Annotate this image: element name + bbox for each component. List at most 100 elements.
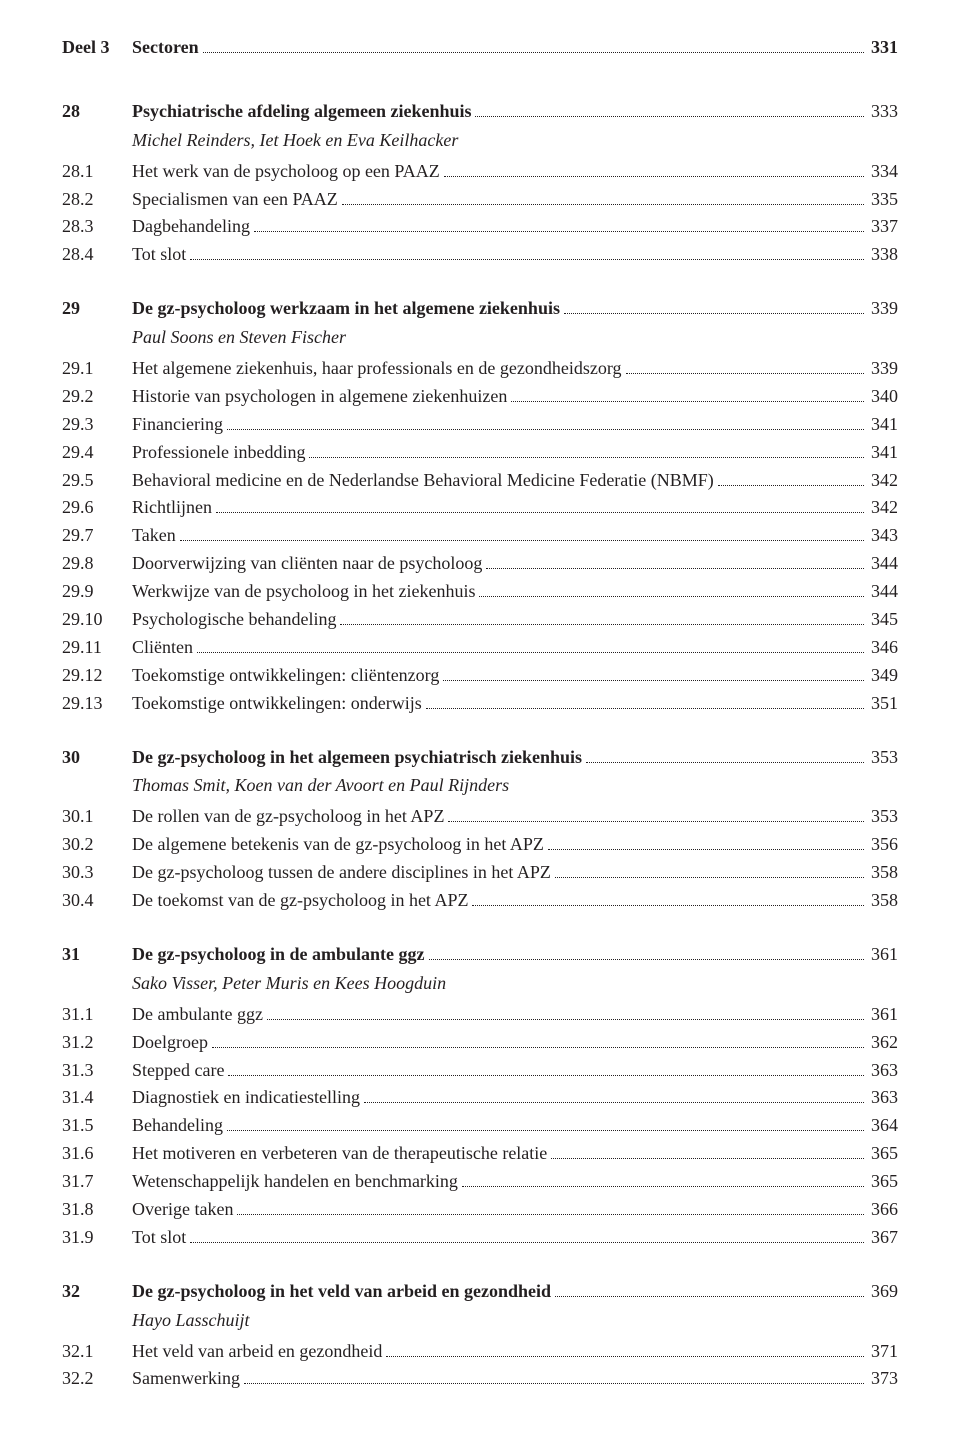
section-title: Diagnostiek en indicatiestelling [132,1084,360,1112]
section-row: 32.2Samenwerking373 [62,1365,898,1393]
section-number: 28.2 [62,186,132,214]
section-page: 343 [868,522,898,550]
chapter-page: 333 [868,98,898,126]
section-page: 373 [868,1365,898,1393]
section-title: Overige taken [132,1196,233,1224]
section-number: 29.13 [62,690,132,718]
section-page: 345 [868,606,898,634]
section-page: 351 [868,690,898,718]
section-number: 32.1 [62,1338,132,1366]
dot-leader [267,1004,864,1019]
dot-leader [426,693,864,708]
section-number: 29.4 [62,439,132,467]
section-number: 30.1 [62,803,132,831]
chapter-number: 31 [62,941,132,969]
dot-leader [429,945,865,960]
section-title: Stepped care [132,1057,224,1085]
section-row: 31.6Het motiveren en verbeteren van de t… [62,1140,898,1168]
section-row: 30.4De toekomst van de gz-psycholoog in … [62,887,898,915]
section-row: 29.4Professionele inbedding341 [62,439,898,467]
dot-leader [386,1341,864,1356]
chapter-number: 29 [62,295,132,323]
section-page: 358 [868,887,898,915]
section-number: 29.12 [62,662,132,690]
dot-leader [718,470,864,485]
section-title: Toekomstige ontwikkelingen: onderwijs [132,690,422,718]
section-page: 364 [868,1112,898,1140]
section-row: 30.1De rollen van de gz-psycholoog in he… [62,803,898,831]
section-page: 344 [868,578,898,606]
section-page: 342 [868,467,898,495]
section-number: 31.2 [62,1029,132,1057]
chapter-page: 361 [868,941,898,969]
part-heading-row: Deel 3Sectoren331 [62,34,898,62]
section-title: Historie van psychologen in algemene zie… [132,383,507,411]
section-page: 356 [868,831,898,859]
section-number: 30.4 [62,887,132,915]
section-page: 349 [868,662,898,690]
section-page: 337 [868,213,898,241]
section-title: Financiering [132,411,223,439]
section-number: 29.3 [62,411,132,439]
section-number: 31.4 [62,1084,132,1112]
section-title: Tot slot [132,241,186,269]
section-title: Behavioral medicine en de Nederlandse Be… [132,467,714,495]
section-row: 31.4Diagnostiek en indicatiestelling363 [62,1084,898,1112]
section-title: Wetenschappelijk handelen en benchmarkin… [132,1168,458,1196]
section-number: 31.5 [62,1112,132,1140]
section-row: 29.12Toekomstige ontwikkelingen: cliënte… [62,662,898,690]
section-title: Toekomstige ontwikkelingen: cliëntenzorg [132,662,439,690]
section-page: 341 [868,411,898,439]
section-row: 31.7Wetenschappelijk handelen en benchma… [62,1168,898,1196]
section-title: Dagbehandeling [132,213,250,241]
dot-leader [548,835,864,850]
dot-leader [309,442,864,457]
dot-leader [486,554,864,569]
section-number: 29.10 [62,606,132,634]
section-number: 29.9 [62,578,132,606]
chapter-block: 31De gz-psycholoog in de ambulante ggz 36… [62,941,898,1252]
section-number: 31.9 [62,1224,132,1252]
dot-leader [342,189,864,204]
section-row: 29.2Historie van psychologen in algemene… [62,383,898,411]
chapter-row: 30De gz-psycholoog in het algemeen psych… [62,744,898,772]
section-title: Richtlijnen [132,494,212,522]
dot-leader [586,747,864,762]
section-title: Psychologische behandeling [132,606,336,634]
section-row: 28.3Dagbehandeling 337 [62,213,898,241]
section-row: 29.11Cliënten346 [62,634,898,662]
chapter-number: 30 [62,744,132,772]
chapter-authors: Sako Visser, Peter Muris en Kees Hoogdui… [132,970,898,998]
chapter-row: 29De gz-psycholoog werkzaam in het algem… [62,295,898,323]
dot-leader [244,1369,864,1384]
section-number: 31.6 [62,1140,132,1168]
section-number: 29.5 [62,467,132,495]
section-row: 29.3Financiering 341 [62,411,898,439]
section-title: De algemene betekenis van de gz-psycholo… [132,831,544,859]
chapter-row: 31De gz-psycholoog in de ambulante ggz 36… [62,941,898,969]
section-page: 344 [868,550,898,578]
section-title: Cliënten [132,634,193,662]
dot-leader [254,217,864,232]
dot-leader [216,498,864,513]
chapter-block: 30De gz-psycholoog in het algemeen psych… [62,744,898,915]
section-number: 29.6 [62,494,132,522]
chapter-title: De gz-psycholoog in de ambulante ggz [132,941,425,969]
section-title: Tot slot [132,1224,186,1252]
dot-leader [555,1281,864,1296]
section-number: 29.11 [62,634,132,662]
section-title: Het veld van arbeid en gezondheid [132,1338,382,1366]
chapter-title: De gz-psycholoog werkzaam in het algemen… [132,295,560,323]
section-number: 30.2 [62,831,132,859]
section-number: 28.3 [62,213,132,241]
section-row: 28.2Specialismen van een PAAZ335 [62,186,898,214]
part-page: 331 [868,34,898,62]
section-title: Taken [132,522,176,550]
dot-leader [203,38,864,53]
section-number: 29.2 [62,383,132,411]
chapter-page: 369 [868,1278,898,1306]
chapter-block: 32De gz-psycholoog in het veld van arbei… [62,1278,898,1394]
section-page: 334 [868,158,898,186]
section-row: 32.1Het veld van arbeid en gezondheid371 [62,1338,898,1366]
section-row: 29.6Richtlijnen342 [62,494,898,522]
